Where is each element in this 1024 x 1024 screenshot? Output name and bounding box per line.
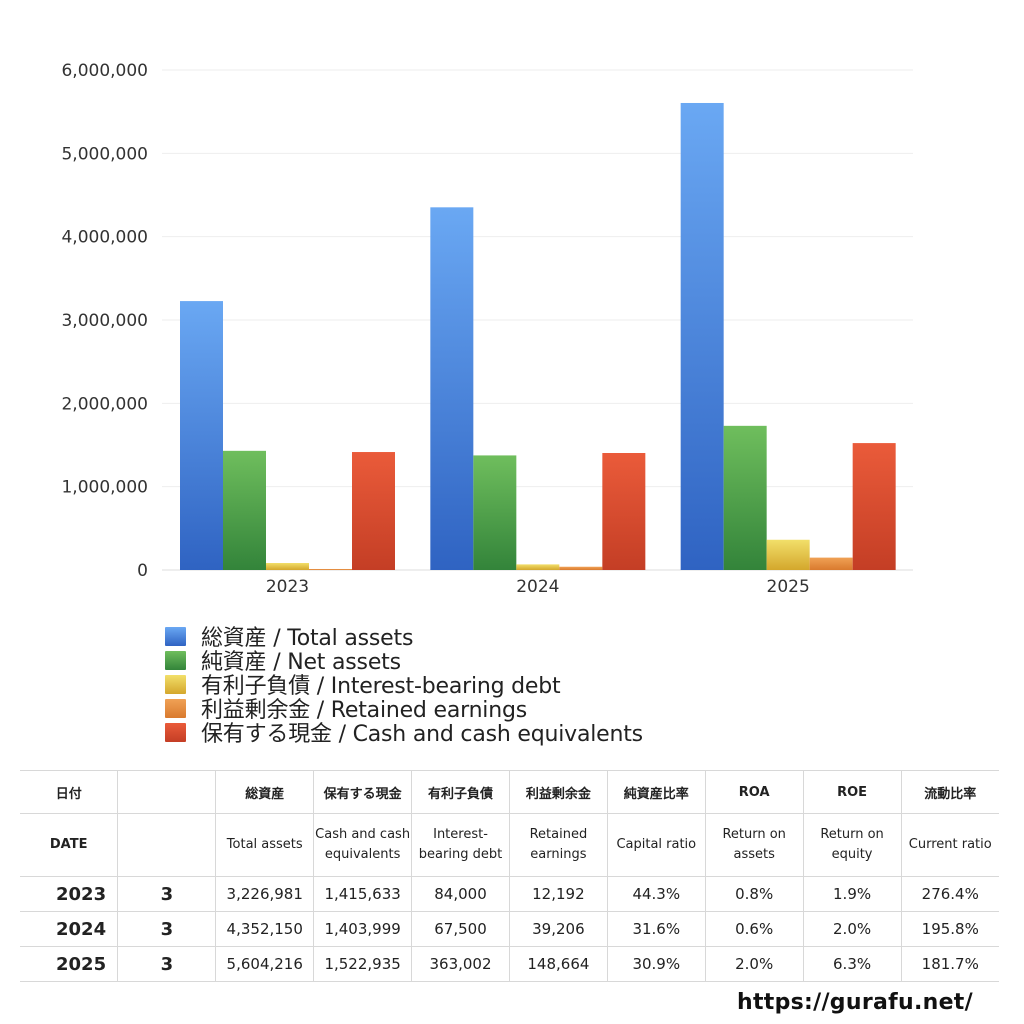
table-row: 2024 3 4,352,150 1,403,999 67,500 39,206… (20, 911, 999, 947)
header-month-en (117, 813, 217, 877)
cell-year: 2025 (20, 946, 119, 982)
cell-retained: 148,664 (508, 946, 608, 982)
cell-roe: 2.0% (802, 911, 902, 947)
legend-swatch (165, 626, 186, 646)
cell-capital-ratio: 31.6% (606, 911, 706, 947)
bar-2023-series-2 (266, 563, 309, 570)
bar-2023-series-1 (223, 450, 266, 570)
header-debt-en: Interest-bearing debt (411, 813, 510, 877)
x-tick-label: 2024 (516, 577, 559, 597)
chart-legend: 総資産 / Total assets 純資産 / Net assets 有利子負債 … (165, 624, 643, 747)
bar-2023-series-0 (180, 301, 223, 570)
cell-debt: 67,500 (411, 911, 510, 947)
cell-roe: 1.9% (802, 876, 902, 912)
cell-debt: 84,000 (411, 876, 510, 912)
bar-2024-series-3 (559, 566, 603, 570)
bar-2025-series-0 (680, 102, 724, 571)
legend-item: 利益剰余金 / Retained earnings (165, 696, 643, 723)
cell-current-ratio: 195.8% (900, 911, 999, 947)
table-row: 2023 3 3,226,981 1,415,633 84,000 12,192… (20, 876, 999, 912)
bar-2023-series-3 (309, 568, 352, 570)
header-total-assets-en: Total assets (215, 813, 315, 877)
cell-cash: 1,415,633 (313, 876, 413, 912)
cell-cash: 1,403,999 (313, 911, 413, 947)
header-capital-ratio-en: Capital ratio (606, 813, 706, 877)
legend-label: 保有する現金 / Cash and cash equivalents (201, 722, 643, 747)
cell-year: 2024 (20, 911, 119, 947)
y-tick-label: 5,000,000 (61, 144, 148, 164)
financial-table: 日付 総資産 保有する現金 有利子負債 利益剰余金 純資産比率 ROA ROE … (20, 770, 999, 982)
table-header-en: DATE Total assets Cash and cash equivale… (20, 813, 999, 877)
cell-roa: 0.8% (704, 876, 804, 912)
bar-2023-series-4 (352, 452, 395, 570)
header-month-jp (117, 770, 217, 814)
bar-2025-series-3 (809, 557, 853, 570)
bar-chart: 0 1,000,000 2,000,000 3,000,000 4,000,000 5,0… (61, 61, 913, 597)
header-roe-en: Return on equity (802, 813, 902, 877)
cell-month: 3 (117, 946, 217, 982)
x-tick-label: 2023 (266, 577, 309, 597)
y-tick-label: 1,000,000 (61, 478, 148, 498)
cell-debt: 363,002 (411, 946, 510, 982)
cell-total-assets: 3,226,981 (215, 876, 315, 912)
table-header-jp: 日付 総資産 保有する現金 有利子負債 利益剰余金 純資産比率 ROA ROE … (20, 770, 999, 814)
legend-item: 有利子負債 / Interest-bearing debt (165, 672, 643, 699)
header-retained-en: Retained earnings (508, 813, 608, 877)
y-tick-label: 2,000,000 (61, 394, 148, 414)
legend-label: 純資産 / Net assets (201, 650, 401, 675)
cell-roa: 0.6% (704, 911, 804, 947)
header-roa-en: Return on assets (704, 813, 804, 877)
header-roe-jp: ROE (802, 770, 902, 814)
bar-2025-series-1 (723, 425, 767, 570)
header-date-en: DATE (20, 813, 119, 877)
legend-swatch (165, 674, 186, 694)
bar-2024-series-0 (430, 207, 474, 570)
site-url: https://gurafu.net/ (737, 990, 973, 1015)
cell-cash: 1,522,935 (313, 946, 413, 982)
cell-retained: 12,192 (508, 876, 608, 912)
cell-month: 3 (117, 876, 217, 912)
header-capital-ratio-jp: 純資産比率 (606, 770, 706, 814)
header-cash-jp: 保有する現金 (313, 770, 413, 814)
legend-swatch (165, 722, 186, 742)
cell-retained: 39,206 (508, 911, 608, 947)
cell-roa: 2.0% (704, 946, 804, 982)
header-debt-jp: 有利子負債 (411, 770, 510, 814)
cell-total-assets: 5,604,216 (215, 946, 315, 982)
legend-swatch (165, 650, 186, 670)
cell-year: 2023 (20, 876, 119, 912)
cell-current-ratio: 276.4% (900, 876, 999, 912)
cell-month: 3 (117, 911, 217, 947)
y-tick-label: 3,000,000 (61, 311, 148, 331)
header-date-jp: 日付 (20, 770, 119, 814)
legend-item: 総資産 / Total assets (165, 624, 643, 651)
x-tick-label: 2025 (767, 577, 810, 597)
header-cash-en: Cash and cash equivalents (313, 813, 413, 877)
legend-label: 利益剰余金 / Retained earnings (201, 698, 527, 723)
header-roa-jp: ROA (704, 770, 804, 814)
cell-total-assets: 4,352,150 (215, 911, 315, 947)
y-tick-label: 0 (137, 561, 148, 581)
legend-item: 純資産 / Net assets (165, 648, 643, 675)
cell-capital-ratio: 30.9% (606, 946, 706, 982)
bar-2024-series-1 (473, 455, 517, 570)
legend-item: 保有する現金 / Cash and cash equivalents (165, 720, 643, 747)
y-tick-label: 4,000,000 (61, 228, 148, 248)
table-row: 2025 3 5,604,216 1,522,935 363,002 148,6… (20, 946, 999, 982)
header-current-ratio-en: Current ratio (900, 813, 999, 877)
bar-2024-series-2 (516, 564, 560, 570)
legend-label: 総資産 / Total assets (201, 626, 414, 651)
header-current-ratio-jp: 流動比率 (900, 770, 999, 814)
bar-2025-series-2 (766, 539, 810, 570)
y-tick-label: 6,000,000 (61, 61, 148, 81)
header-retained-jp: 利益剰余金 (508, 770, 608, 814)
cell-current-ratio: 181.7% (900, 946, 999, 982)
bar-2025-series-4 (852, 443, 896, 570)
legend-label: 有利子負債 / Interest-bearing debt (201, 674, 561, 699)
cell-roe: 6.3% (802, 946, 902, 982)
bar-2024-series-4 (602, 453, 646, 570)
header-total-assets-jp: 総資産 (215, 770, 315, 814)
legend-swatch (165, 698, 186, 718)
cell-capital-ratio: 44.3% (606, 876, 706, 912)
